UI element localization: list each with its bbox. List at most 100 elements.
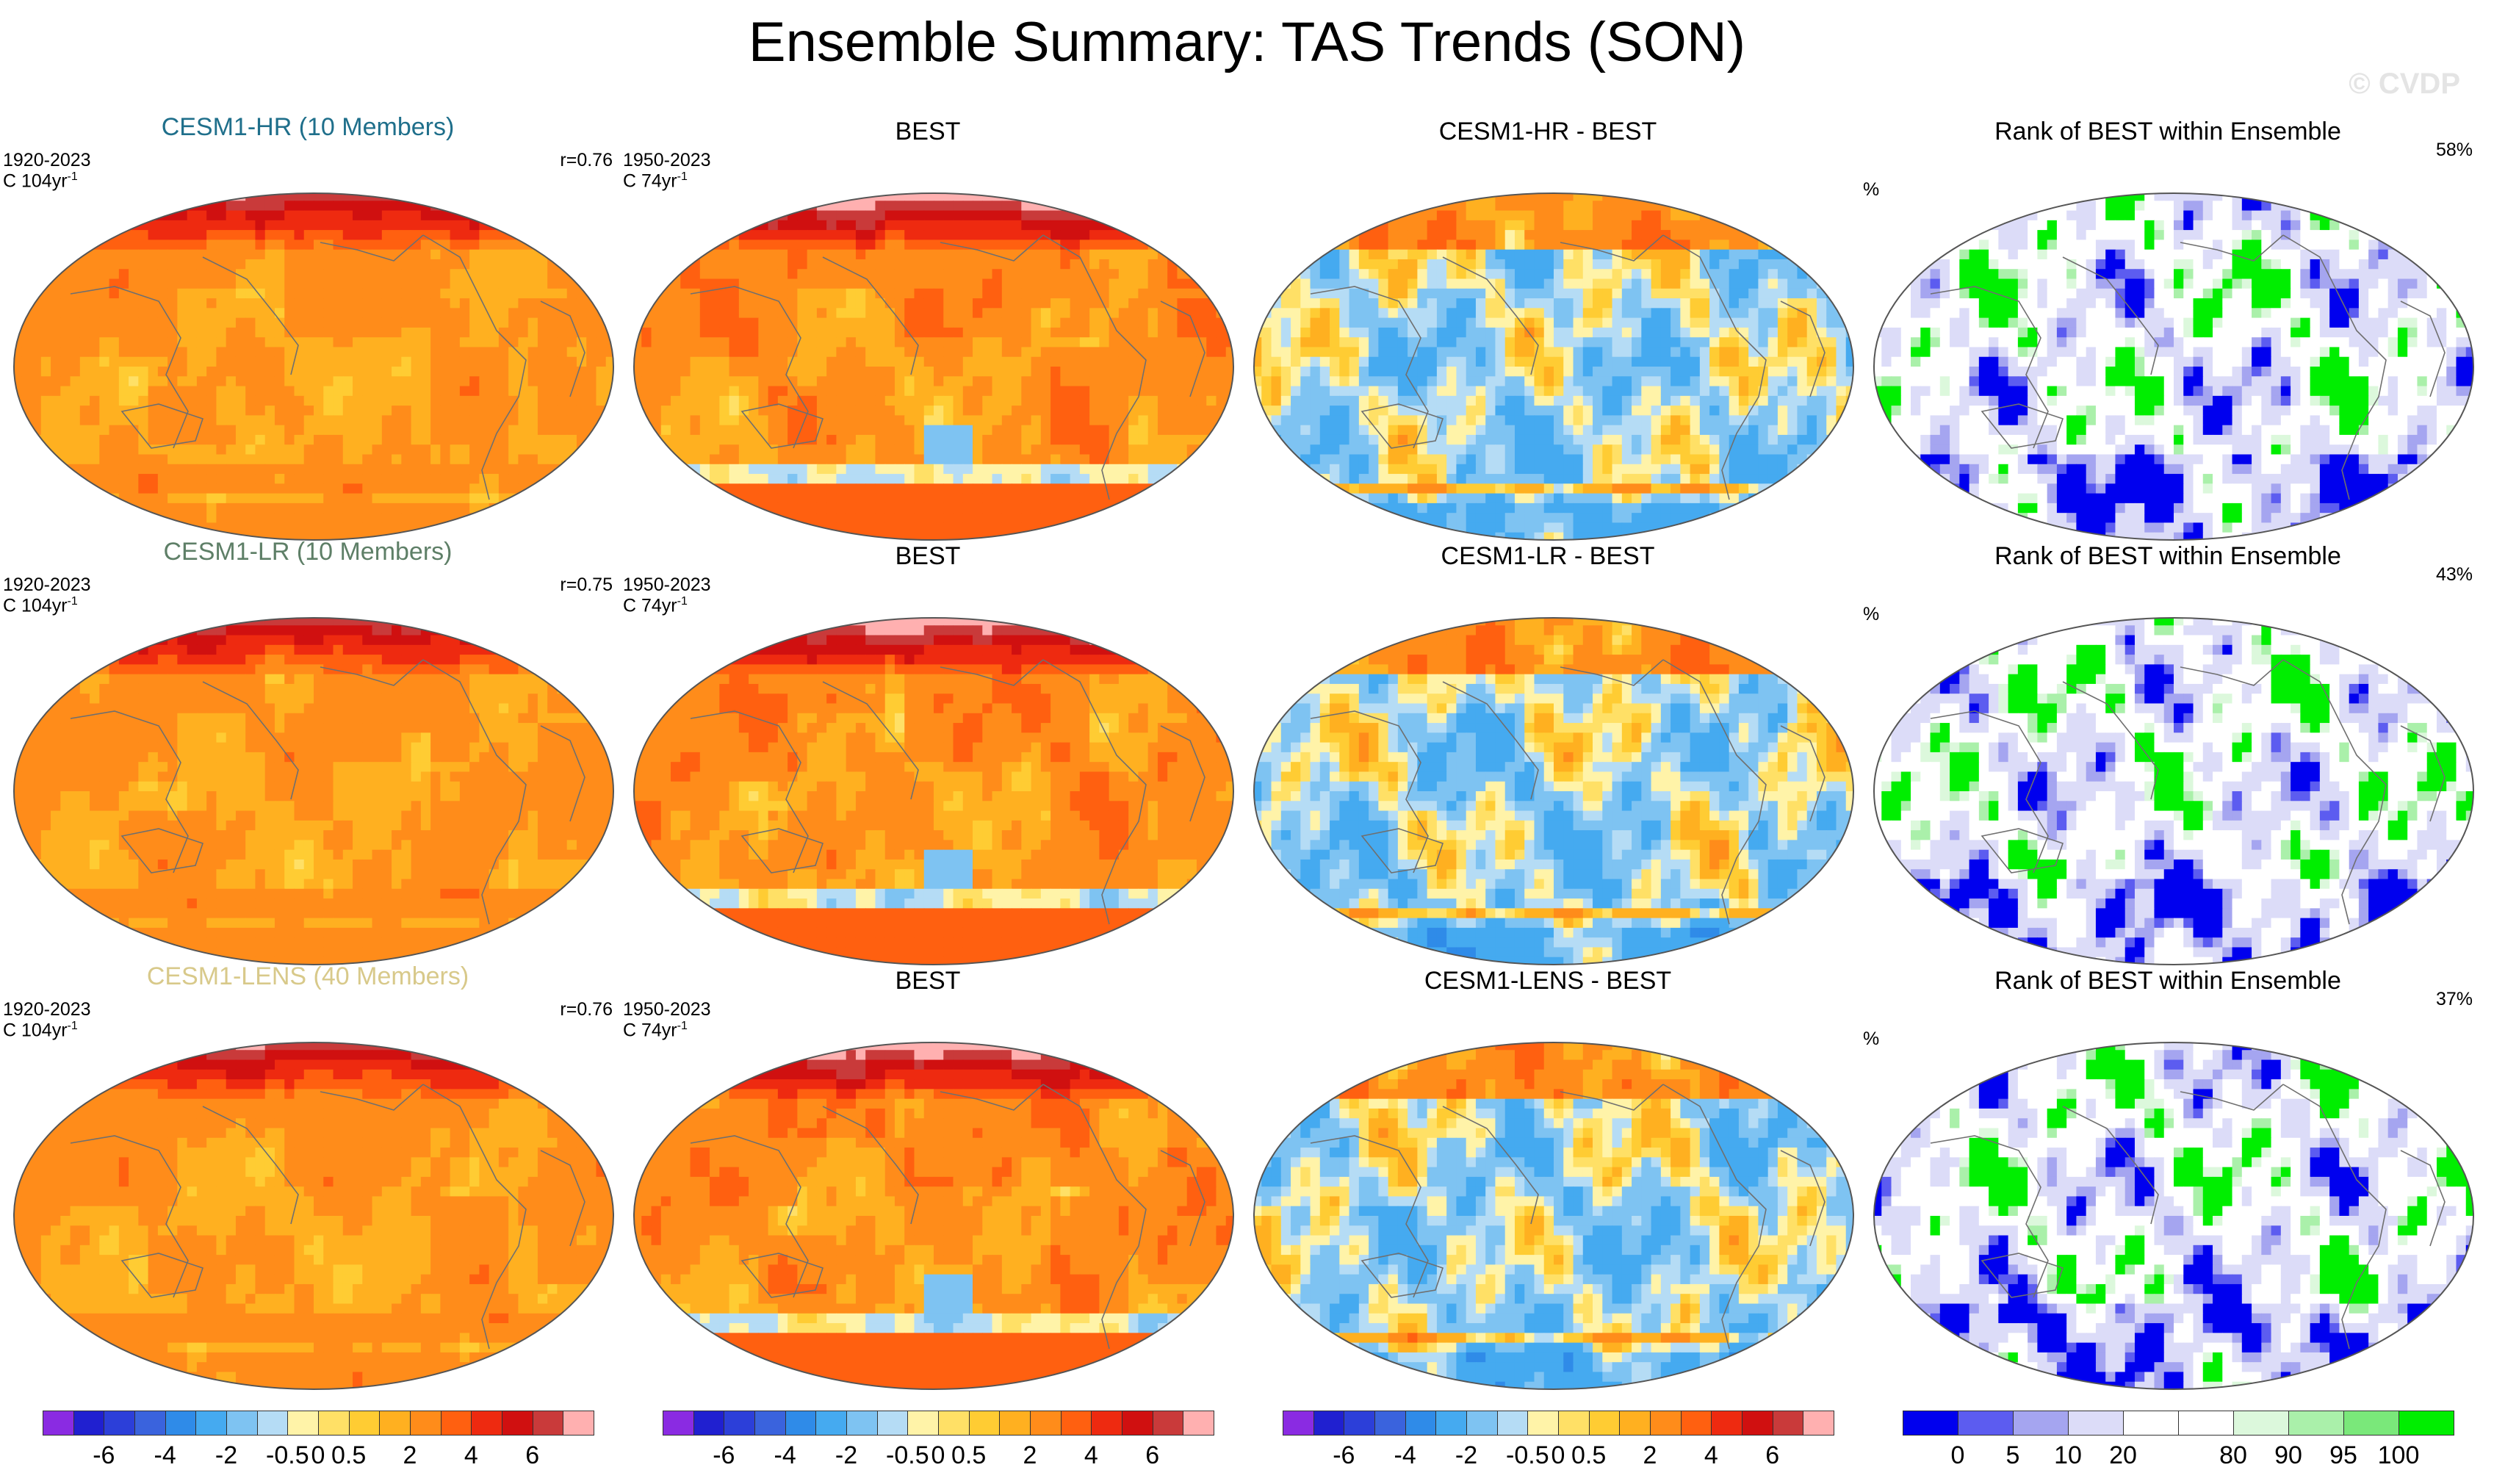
grid-cell bbox=[566, 347, 577, 358]
grid-cell bbox=[671, 259, 681, 270]
grid-cell bbox=[962, 434, 973, 445]
grid-cell bbox=[865, 493, 876, 504]
grid-cell bbox=[314, 434, 324, 445]
grid-cell bbox=[943, 278, 954, 289]
grid-cell bbox=[962, 367, 973, 377]
grid-cell bbox=[167, 415, 178, 426]
grid-cell bbox=[31, 308, 42, 319]
grid-cell bbox=[498, 503, 509, 514]
grid-cell bbox=[1261, 201, 1272, 212]
grid-cell bbox=[1021, 259, 1032, 270]
grid-cell bbox=[14, 220, 22, 231]
grid-cell bbox=[14, 193, 22, 201]
grid-cell bbox=[303, 230, 314, 240]
grid-cell bbox=[953, 522, 964, 533]
grid-cell bbox=[381, 522, 392, 533]
grid-cell bbox=[79, 317, 90, 328]
grid-cell bbox=[710, 474, 720, 484]
grid-cell bbox=[768, 201, 779, 212]
grid-cell bbox=[934, 230, 944, 240]
grid-cell bbox=[459, 288, 470, 299]
grid-cell bbox=[167, 230, 178, 240]
grid-cell bbox=[1128, 367, 1139, 377]
grid-cell bbox=[855, 230, 866, 240]
grid-cell bbox=[381, 356, 392, 367]
grid-cell bbox=[99, 513, 110, 524]
grid-cell bbox=[527, 522, 538, 533]
grid-cell bbox=[836, 367, 847, 377]
grid-cell bbox=[749, 474, 759, 484]
grid-cell bbox=[469, 356, 480, 367]
grid-cell bbox=[1186, 532, 1197, 540]
grid-cell bbox=[680, 367, 691, 377]
grid-cell bbox=[303, 376, 314, 387]
grid-cell bbox=[576, 386, 587, 397]
grid-cell bbox=[479, 415, 490, 426]
grid-cell bbox=[953, 425, 964, 436]
grid-cell bbox=[660, 376, 671, 387]
grid-cell bbox=[973, 406, 983, 416]
grid-cell bbox=[1690, 259, 1701, 270]
grid-cell bbox=[1446, 239, 1457, 251]
grid-cell bbox=[836, 483, 847, 494]
grid-cell bbox=[884, 367, 895, 377]
grid-cell bbox=[1758, 230, 1769, 240]
grid-cell bbox=[826, 239, 837, 251]
grid-cell bbox=[362, 406, 373, 416]
grid-cell bbox=[167, 201, 178, 212]
grid-cell bbox=[90, 259, 100, 270]
grid-cell bbox=[420, 464, 431, 475]
grid-cell bbox=[1147, 415, 1158, 426]
grid-cell bbox=[235, 483, 246, 494]
grid-cell bbox=[303, 434, 314, 445]
grid-cell bbox=[1534, 230, 1545, 240]
grid-cell bbox=[31, 444, 42, 455]
grid-cell bbox=[138, 513, 149, 524]
grid-cell bbox=[634, 239, 642, 251]
grid-cell bbox=[690, 193, 701, 201]
grid-cell bbox=[381, 395, 392, 406]
grid-cell bbox=[651, 474, 662, 484]
grid-cell bbox=[51, 259, 61, 270]
grid-cell bbox=[865, 406, 876, 416]
grid-cell bbox=[245, 415, 256, 426]
grid-cell bbox=[758, 210, 769, 221]
grid-cell bbox=[826, 454, 837, 465]
grid-cell bbox=[1001, 230, 1012, 240]
grid-cell bbox=[641, 376, 652, 387]
grid-cell bbox=[566, 201, 577, 212]
grid-cell bbox=[923, 444, 934, 455]
grid-cell bbox=[235, 386, 246, 397]
grid-cell bbox=[586, 454, 597, 465]
grid-cell bbox=[660, 317, 671, 328]
grid-cell bbox=[206, 259, 217, 270]
grid-cell bbox=[641, 220, 652, 231]
grid-cell bbox=[992, 239, 1003, 251]
grid-cell bbox=[1138, 395, 1149, 406]
grid-cell bbox=[768, 532, 779, 540]
grid-cell bbox=[129, 406, 139, 416]
grid-cell bbox=[216, 347, 227, 358]
grid-cell bbox=[680, 522, 691, 533]
grid-cell bbox=[641, 337, 652, 348]
grid-cell bbox=[138, 230, 149, 240]
grid-cell bbox=[401, 201, 412, 212]
grid-cell bbox=[411, 376, 422, 387]
grid-cell bbox=[660, 425, 671, 436]
grid-cell bbox=[1147, 230, 1158, 240]
grid-cell bbox=[157, 308, 168, 319]
grid-cell bbox=[440, 298, 451, 309]
grid-cell bbox=[79, 493, 90, 504]
grid-cell bbox=[235, 415, 246, 426]
grid-cell bbox=[1310, 220, 1321, 231]
grid-cell bbox=[498, 464, 509, 475]
grid-cell bbox=[353, 513, 363, 524]
grid-cell bbox=[719, 347, 730, 358]
grid-cell bbox=[401, 395, 412, 406]
grid-cell bbox=[729, 249, 740, 260]
grid-cell bbox=[1099, 434, 1110, 445]
grid-cell bbox=[1167, 288, 1178, 299]
grid-cell bbox=[729, 503, 740, 514]
grid-cell bbox=[651, 356, 662, 367]
grid-cell bbox=[846, 298, 857, 309]
